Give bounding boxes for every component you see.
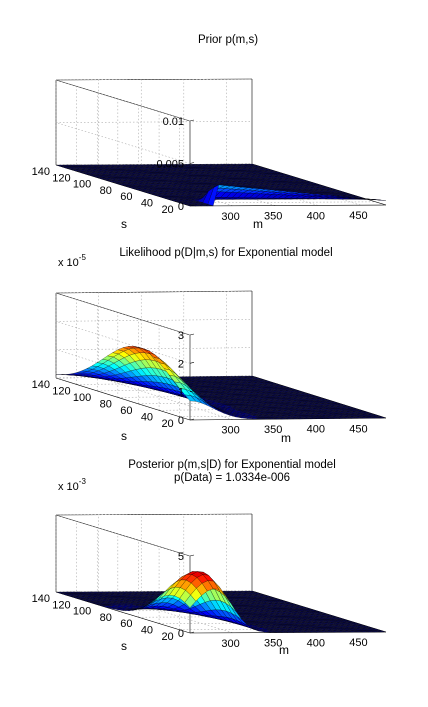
- prior-title: Prior p(m,s): [198, 34, 258, 46]
- s-tick-label: 120: [52, 599, 70, 611]
- posterior-title: Posterior p(m,s|D) for Exponential model: [128, 459, 336, 471]
- s-tick-label: 80: [100, 185, 112, 197]
- s-tick-label: 60: [120, 405, 132, 417]
- prior-y-label: s: [121, 217, 127, 231]
- m-tick-label: 300: [221, 211, 239, 223]
- s-tick-label: 140: [32, 379, 50, 391]
- posterior-y-label: s: [121, 639, 127, 653]
- prior-plot: Prior p(m,s) 0 0.005 0.01 20 40 60 80 100120140…: [32, 34, 387, 231]
- s-tick-label: 140: [32, 166, 50, 178]
- m-tick-label: 450: [349, 423, 367, 435]
- z-tick-mark: [189, 631, 195, 634]
- z-tick-mark: [189, 162, 195, 164]
- s-tick-label: 100: [73, 179, 91, 191]
- m-tick-label: 350: [264, 211, 282, 223]
- likelihood-title: Likelihood p(D|m,s) for Exponential mode…: [119, 247, 332, 259]
- surface-patch: [184, 394, 197, 402]
- z-tick-label: 3: [178, 330, 184, 342]
- z-tick-mark: [189, 119, 195, 122]
- z-tick-mark: [189, 204, 195, 207]
- likelihood-exponent: x 10-5: [58, 253, 86, 269]
- m-tick-label: 400: [307, 210, 325, 222]
- m-tick-label: 300: [221, 638, 239, 650]
- m-tick-label: 350: [264, 638, 282, 650]
- s-tick-label: 40: [141, 411, 153, 423]
- s-tick-label: 100: [73, 606, 91, 618]
- likelihood-y-label: s: [121, 429, 127, 443]
- m-tick-label: 400: [307, 424, 325, 436]
- s-tick-label: 80: [100, 398, 112, 410]
- m-tick-label: 450: [349, 637, 367, 649]
- z-tick-mark: [189, 362, 195, 364]
- z-tick-label: 0: [178, 628, 184, 640]
- s-tick-label: 20: [161, 418, 173, 430]
- z-tick-label: 0.005: [156, 159, 184, 171]
- prior-x-label: m: [253, 217, 263, 231]
- s-tick-label: 60: [120, 191, 132, 203]
- z-tick-mark: [189, 418, 195, 421]
- likelihood-x-label: m: [281, 431, 291, 445]
- s-tick-label: 120: [52, 385, 70, 397]
- z-tick-label: 0: [178, 415, 184, 427]
- s-tick-label: 20: [161, 631, 173, 643]
- surface-patch: [184, 594, 196, 608]
- z-tick-label: 1: [178, 387, 184, 399]
- surface-patch: [184, 204, 196, 207]
- s-tick-label: 60: [120, 618, 132, 630]
- s-tick-label: 40: [141, 198, 153, 210]
- s-tick-label: 80: [100, 612, 112, 624]
- z-tick-label: 0: [178, 201, 184, 213]
- posterior-surface: [55, 571, 387, 633]
- posterior-subtitle: p(Data) = 1.0334e-006: [174, 472, 290, 484]
- z-tick-mark: [189, 333, 195, 336]
- m-tick-label: 350: [264, 424, 282, 436]
- prior-surface: [55, 163, 387, 207]
- posterior-exponent: x 10-3: [58, 477, 86, 493]
- m-tick-label: 450: [349, 210, 367, 222]
- z-tick-mark: [189, 554, 195, 557]
- z-tick-mark: [189, 390, 195, 392]
- m-tick-label: 300: [221, 425, 239, 437]
- s-tick-label: 120: [52, 172, 70, 184]
- s-tick-label: 40: [141, 625, 153, 637]
- z-tick-label: 5: [178, 551, 184, 563]
- z-tick-label: 0.01: [163, 116, 184, 128]
- s-tick-label: 20: [161, 204, 173, 216]
- m-tick-label: 400: [307, 637, 325, 649]
- likelihood-surface: [55, 346, 387, 420]
- s-tick-label: 100: [73, 392, 91, 404]
- likelihood-plot: Likelihood p(D|m,s) for Exponential mode…: [32, 247, 387, 445]
- s-tick-label: 140: [32, 593, 50, 605]
- posterior-x-label: m: [279, 643, 289, 657]
- posterior-plot: Posterior p(m,s|D) for Exponential model…: [32, 459, 387, 657]
- z-tick-label: 2: [178, 358, 184, 370]
